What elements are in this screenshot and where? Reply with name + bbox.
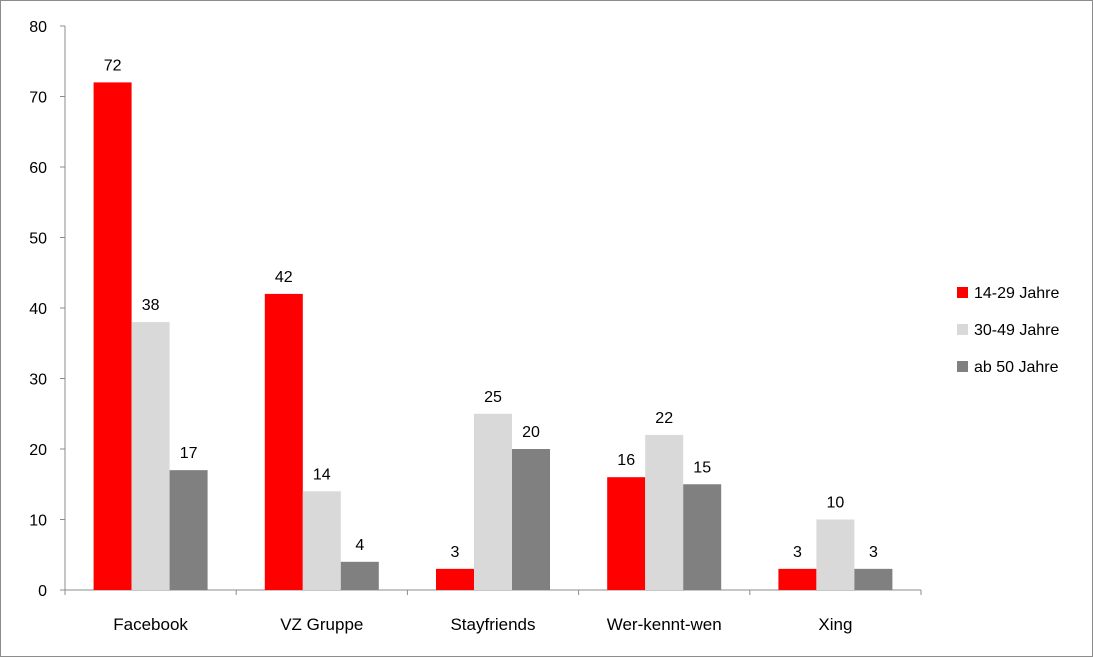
y-tick-label: 70 [29, 90, 47, 107]
axes: 0 10 20 30 40 50 60 70 80 Facebook VZ Gruppe Stayfr… [29, 19, 922, 634]
data-label: 72 [104, 57, 122, 74]
y-tick-label: 0 [38, 583, 47, 600]
data-label: 16 [617, 452, 635, 469]
data-label: 3 [451, 544, 460, 561]
bar [512, 449, 550, 590]
data-label: 38 [142, 297, 160, 314]
bar [436, 568, 474, 590]
bar [645, 434, 684, 590]
data-label: 14 [313, 466, 331, 483]
bar [169, 470, 208, 590]
bar [816, 519, 855, 590]
y-tick-label: 50 [29, 231, 47, 248]
x-category-label: Wer-kennt-wen [607, 615, 722, 634]
bars [93, 82, 893, 591]
y-tick-label: 30 [29, 372, 47, 389]
data-label: 17 [180, 445, 198, 462]
x-category-label: VZ Gruppe [280, 615, 363, 634]
bar [778, 568, 817, 590]
bar [302, 491, 341, 590]
y-tick-label: 80 [29, 19, 47, 36]
bar [131, 322, 170, 590]
bar [340, 561, 379, 590]
legend-swatch [957, 324, 968, 335]
data-label: 4 [355, 537, 364, 554]
data-label: 15 [693, 459, 711, 476]
bar [854, 568, 893, 590]
bar [93, 82, 132, 591]
y-tick-label: 10 [29, 513, 47, 530]
legend-swatch [957, 361, 968, 372]
y-tick-label: 40 [29, 301, 47, 318]
data-label: 10 [827, 495, 845, 512]
bar [264, 293, 303, 590]
legend-label: ab 50 Jahre [974, 359, 1059, 376]
y-tick-label: 60 [29, 160, 47, 177]
legend: 14-29 Jahre 30-49 Jahre ab 50 Jahre [957, 285, 1059, 376]
data-label: 3 [869, 544, 878, 561]
bar [607, 477, 646, 590]
y-tick-label: 20 [29, 442, 47, 459]
bar [683, 484, 722, 590]
x-category-label: Xing [818, 615, 852, 634]
legend-label: 30-49 Jahre [974, 322, 1059, 339]
data-label: 20 [522, 424, 540, 441]
legend-swatch [957, 287, 968, 298]
legend-label: 14-29 Jahre [974, 285, 1059, 302]
data-label: 25 [484, 389, 502, 406]
data-label: 22 [655, 410, 673, 427]
data-label: 3 [793, 544, 802, 561]
x-category-label: Facebook [113, 615, 188, 634]
data-label: 42 [275, 269, 293, 286]
data-labels: 72 38 17 42 14 4 3 25 20 16 22 15 3 10 3 [104, 57, 878, 560]
bar [474, 413, 512, 590]
x-category-label: Stayfriends [450, 615, 535, 634]
